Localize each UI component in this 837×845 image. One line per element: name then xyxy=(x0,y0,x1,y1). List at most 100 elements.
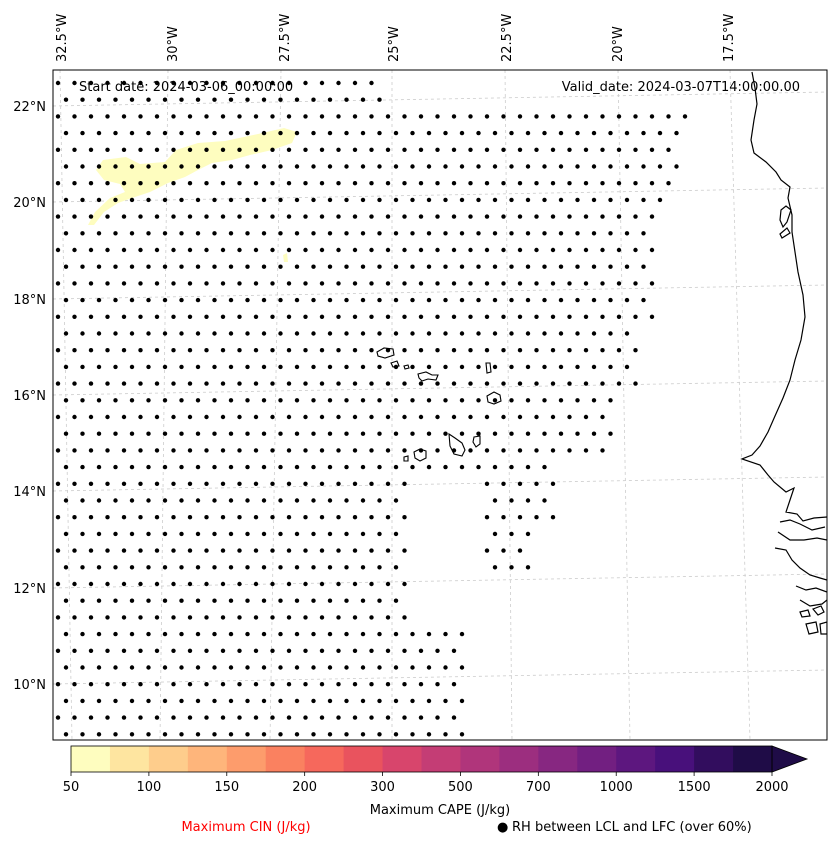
rh-dot xyxy=(88,114,94,119)
rh-dot xyxy=(369,281,374,286)
rh-dot xyxy=(484,247,490,253)
rh-dot xyxy=(402,581,407,587)
rh-dot xyxy=(105,648,110,653)
rh-dot xyxy=(352,481,358,486)
rh-dot xyxy=(286,615,292,620)
rh-dot xyxy=(195,732,201,737)
rh-dot xyxy=(591,264,597,269)
rh-dot xyxy=(393,231,399,236)
rh-dot xyxy=(319,481,325,486)
rh-dot xyxy=(344,531,349,537)
rh-dot xyxy=(303,581,308,587)
rh-dot xyxy=(517,381,523,386)
rh-dot xyxy=(501,214,506,219)
rh-dot xyxy=(303,247,308,253)
rh-dot xyxy=(534,114,539,119)
rh-dot xyxy=(624,264,630,269)
rh-dot xyxy=(138,648,143,653)
rh-dot xyxy=(204,682,209,687)
rh-dot xyxy=(220,314,226,319)
rh-dot xyxy=(360,698,366,704)
rh-dot xyxy=(336,214,341,219)
rh-dot xyxy=(360,331,366,336)
colorbar-cell xyxy=(733,746,773,772)
rh-dot xyxy=(418,348,424,353)
rh-dot xyxy=(121,682,127,687)
rh-dot xyxy=(171,181,176,186)
colorbar-tick-label: 300 xyxy=(370,780,395,795)
rh-dot xyxy=(80,665,85,670)
rh-dot xyxy=(377,264,382,269)
rh-dot xyxy=(261,264,267,269)
rh-dot xyxy=(443,164,448,169)
rh-dot xyxy=(171,114,176,119)
rh-dot xyxy=(237,247,242,253)
rh-dot xyxy=(682,114,688,119)
rh-dot xyxy=(212,97,217,102)
rh-dot xyxy=(278,431,283,436)
rh-dot xyxy=(286,147,292,152)
rh-dot xyxy=(567,381,572,386)
rh-dot xyxy=(80,164,85,169)
rh-dot xyxy=(72,181,77,186)
rh-dot xyxy=(154,448,160,453)
rh-dot xyxy=(154,80,160,86)
rh-dot xyxy=(129,130,135,136)
rh-dot xyxy=(492,231,498,236)
rh-dot xyxy=(327,97,333,102)
rh-dot xyxy=(352,247,358,253)
rh-dot xyxy=(138,515,143,520)
rh-dot xyxy=(336,448,341,453)
rh-dot xyxy=(187,548,193,553)
rh-dot xyxy=(558,231,564,236)
rh-dot xyxy=(377,698,382,704)
rh-dot xyxy=(426,164,432,169)
rh-dot xyxy=(525,130,531,136)
rh-dot xyxy=(311,364,316,370)
rh-dot xyxy=(443,264,448,269)
rh-legend-symbol: ● xyxy=(497,820,508,835)
rh-dot xyxy=(204,515,209,520)
rh-dot xyxy=(517,481,523,486)
rh-dot xyxy=(96,231,102,236)
rh-dot xyxy=(344,498,349,503)
rh-dot xyxy=(55,414,61,420)
rh-dot xyxy=(468,181,473,186)
rh-dot xyxy=(377,164,382,169)
rh-dot xyxy=(311,331,316,336)
rh-dot xyxy=(63,130,69,136)
rh-dot xyxy=(624,130,630,136)
rh-dot xyxy=(146,531,151,537)
rh-dot xyxy=(451,381,457,386)
rh-dot xyxy=(311,732,316,737)
rh-dot xyxy=(377,431,382,436)
rh-dot xyxy=(517,448,523,453)
rh-dot xyxy=(336,615,341,620)
rh-dot xyxy=(270,381,275,386)
rh-dot xyxy=(393,565,399,570)
rh-dot xyxy=(278,264,283,269)
rh-dot xyxy=(393,197,399,203)
rh-dot xyxy=(80,364,85,370)
rh-dot xyxy=(608,130,613,136)
rh-dot xyxy=(138,348,143,353)
rh-dot xyxy=(336,381,341,386)
rh-dot xyxy=(369,615,374,620)
rh-dot xyxy=(393,598,399,603)
rh-dot xyxy=(459,264,465,269)
rh-dot xyxy=(179,631,184,637)
rh-dot xyxy=(336,648,341,653)
rh-dot xyxy=(129,431,135,436)
rh-dot xyxy=(402,615,407,620)
rh-dot xyxy=(179,97,184,102)
rh-dot xyxy=(649,214,655,219)
rh-dot xyxy=(600,181,605,186)
rh-dot xyxy=(550,348,556,353)
rh-dot xyxy=(550,381,556,386)
rh-dot xyxy=(212,698,217,704)
rh-dot xyxy=(121,348,127,353)
rh-dot xyxy=(303,80,308,86)
rh-dot xyxy=(509,565,514,570)
rh-dot xyxy=(270,548,275,553)
lat-label-18n: 18°N xyxy=(13,293,46,308)
